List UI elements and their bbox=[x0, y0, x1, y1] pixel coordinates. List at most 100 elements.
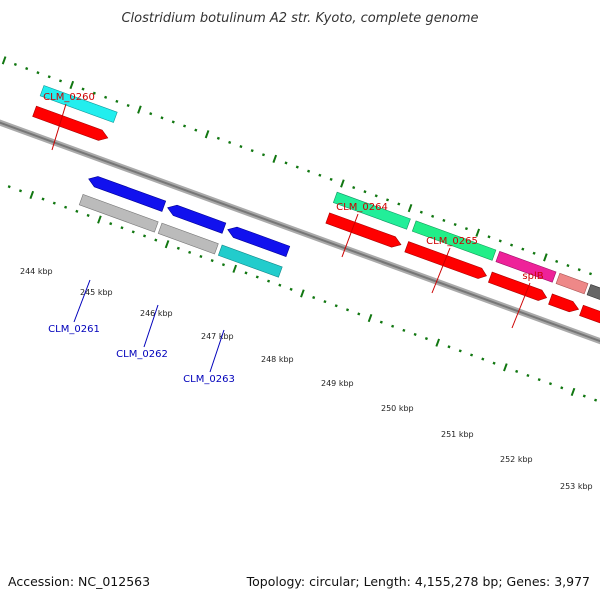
gene-clm0263-blue[interactable] bbox=[226, 224, 291, 257]
tick-mark bbox=[194, 128, 198, 132]
label-clm0260[interactable]: CLM_0260 bbox=[43, 92, 95, 103]
tick-mark bbox=[183, 124, 187, 128]
cds-far-right[interactable] bbox=[579, 304, 600, 348]
gene-label-splb[interactable]: splB bbox=[511, 271, 544, 329]
tick-mark bbox=[221, 263, 225, 267]
tick-mark bbox=[577, 268, 581, 272]
tick-mark bbox=[323, 300, 327, 304]
tick-mark bbox=[340, 179, 345, 188]
gene-clm0265[interactable] bbox=[411, 220, 497, 261]
tick-mark bbox=[255, 275, 259, 279]
tick-mark bbox=[295, 165, 299, 169]
map-title: Clostridium botulinum A2 str. Kyoto, com… bbox=[121, 11, 478, 26]
tick-mark bbox=[142, 234, 147, 238]
topology-text: Topology: circular; Length: 4,155,278 bp… bbox=[246, 574, 590, 589]
label-clm0261[interactable]: CLM_0261 bbox=[48, 324, 100, 335]
tick-mark bbox=[92, 91, 96, 95]
gene-clm0262-blue[interactable] bbox=[166, 202, 227, 234]
gene-clm0261-blue[interactable] bbox=[87, 174, 167, 212]
tick-mark bbox=[503, 363, 508, 372]
tick-mark bbox=[64, 205, 68, 209]
gene-clm0260[interactable] bbox=[39, 85, 118, 123]
cds-clm0260[interactable] bbox=[32, 105, 110, 143]
tick-mark bbox=[250, 149, 254, 153]
tick-mark bbox=[126, 103, 130, 108]
tick-mark bbox=[329, 177, 333, 181]
tick-mark bbox=[357, 312, 361, 316]
tick-mark bbox=[232, 264, 238, 273]
scale-label: 253 kbp bbox=[560, 482, 593, 491]
tick-mark bbox=[75, 209, 79, 213]
tick-mark bbox=[307, 169, 311, 173]
tick-mark bbox=[109, 222, 113, 226]
tick-mark bbox=[284, 161, 288, 165]
scale-label: 251 kbp bbox=[441, 430, 474, 439]
gene-label-clm0261[interactable]: CLM_0261 bbox=[48, 279, 100, 335]
gene-clm0262[interactable] bbox=[157, 222, 219, 255]
gene-dark-grey[interactable] bbox=[586, 284, 600, 327]
label-clm0262[interactable]: CLM_0262 bbox=[116, 349, 168, 360]
tick-mark bbox=[176, 246, 180, 250]
tick-mark bbox=[244, 271, 248, 275]
scale-label: 247 kbp bbox=[201, 332, 234, 341]
tick-mark bbox=[566, 264, 570, 268]
cds-small[interactable] bbox=[548, 293, 581, 315]
tick-mark bbox=[413, 332, 417, 337]
scale-label: 248 kbp bbox=[261, 355, 294, 364]
tick-mark bbox=[447, 345, 451, 349]
tick-mark bbox=[261, 153, 266, 157]
leader-line bbox=[209, 329, 225, 373]
gene-clm0264[interactable] bbox=[332, 191, 411, 230]
tick-mark bbox=[548, 382, 553, 386]
tick-mark bbox=[1, 56, 7, 65]
gene-splb[interactable] bbox=[495, 250, 557, 283]
tick-mark bbox=[458, 349, 462, 353]
gene-clm0263[interactable] bbox=[217, 244, 283, 278]
cds-clm0264[interactable] bbox=[325, 212, 403, 250]
tick-mark bbox=[18, 189, 23, 193]
tick-mark bbox=[470, 353, 474, 357]
label-clm0265[interactable]: CLM_0265 bbox=[426, 236, 478, 247]
gene-clm0261[interactable] bbox=[78, 194, 159, 233]
outer-tick-marks bbox=[1, 56, 593, 276]
tick-mark bbox=[475, 228, 481, 237]
tick-mark bbox=[442, 218, 446, 222]
gene-pink-small[interactable] bbox=[555, 272, 589, 295]
tick-mark bbox=[391, 324, 395, 328]
tick-mark bbox=[582, 394, 586, 398]
tick-mark bbox=[188, 250, 192, 254]
tick-mark bbox=[239, 145, 243, 149]
tick-mark bbox=[86, 213, 90, 217]
gene-label-clm0263[interactable]: CLM_0263 bbox=[183, 329, 235, 385]
label-clm0263[interactable]: CLM_0263 bbox=[183, 374, 235, 385]
tick-mark bbox=[204, 130, 210, 139]
leader-line bbox=[511, 282, 531, 329]
label-clm0264[interactable]: CLM_0264 bbox=[336, 202, 388, 213]
tick-mark bbox=[367, 313, 373, 323]
tick-mark bbox=[345, 308, 350, 312]
scale-label: 249 kbp bbox=[321, 379, 354, 388]
tick-mark bbox=[464, 227, 468, 231]
tick-mark bbox=[58, 79, 63, 83]
scale-label: 244 kbp bbox=[20, 267, 53, 276]
tick-mark bbox=[515, 369, 519, 373]
cds-splb[interactable] bbox=[488, 271, 548, 303]
tick-mark bbox=[115, 99, 119, 103]
tick-mark bbox=[104, 95, 108, 99]
gene-label-clm0264[interactable]: CLM_0264 bbox=[336, 202, 388, 258]
tick-mark bbox=[13, 62, 17, 66]
gene-label-clm0260[interactable]: CLM_0260 bbox=[43, 92, 95, 151]
gene-label-clm0265[interactable]: CLM_0265 bbox=[426, 236, 478, 294]
tick-mark bbox=[334, 304, 338, 308]
tick-mark bbox=[419, 210, 423, 214]
gene-label-clm0262[interactable]: CLM_0262 bbox=[116, 304, 168, 360]
tick-mark bbox=[487, 235, 491, 239]
tick-mark bbox=[570, 387, 576, 397]
tick-mark bbox=[555, 259, 559, 263]
leader-line bbox=[51, 103, 67, 151]
scale-label: 252 kbp bbox=[500, 455, 533, 464]
label-splb[interactable]: splB bbox=[522, 271, 543, 282]
tick-mark bbox=[363, 190, 367, 194]
tick-mark bbox=[137, 105, 142, 114]
tick-mark bbox=[424, 337, 428, 341]
